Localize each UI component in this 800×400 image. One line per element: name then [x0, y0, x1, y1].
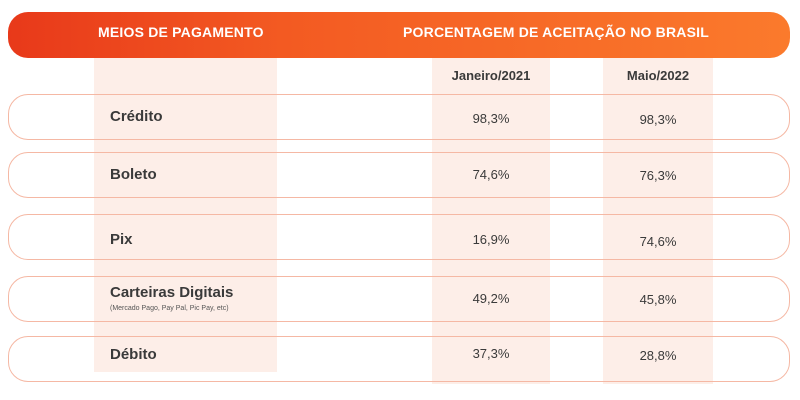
- row-label-debito: Débito: [110, 346, 157, 363]
- header-acceptance-percentage: PORCENTAGEM DE ACEITAÇÃO NO BRASIL: [403, 24, 709, 40]
- jan2021-column-highlight: [432, 58, 550, 384]
- table-row: [8, 152, 790, 198]
- cell-pix-may2022: 74,6%: [639, 234, 677, 249]
- cell-carteiras-jan2021: 49,2%: [472, 291, 510, 306]
- subheader-jan2021: Janeiro/2021: [451, 68, 531, 83]
- table-row: [8, 214, 790, 260]
- cell-boleto-may2022: 76,3%: [639, 168, 677, 183]
- table-row: [8, 94, 790, 140]
- cell-debito-may2022: 28,8%: [639, 348, 677, 363]
- table-row: [8, 336, 790, 382]
- row-label-pix: Pix: [110, 231, 133, 248]
- may2022-column-highlight: [603, 58, 713, 384]
- cell-credito-may2022: 98,3%: [639, 112, 677, 127]
- label-column-highlight: [94, 58, 277, 372]
- cell-carteiras-may2022: 45,8%: [639, 292, 677, 307]
- cell-debito-jan2021: 37,3%: [472, 346, 510, 361]
- cell-credito-jan2021: 98,3%: [472, 111, 510, 126]
- table-header-bar: [8, 12, 790, 58]
- header-payment-methods: MEIOS DE PAGAMENTO: [98, 24, 264, 40]
- subheader-may2022: Maio/2022: [626, 68, 690, 83]
- table-row: [8, 276, 790, 322]
- row-label-boleto: Boleto: [110, 166, 157, 183]
- cell-boleto-jan2021: 74,6%: [472, 167, 510, 182]
- cell-pix-jan2021: 16,9%: [472, 232, 510, 247]
- row-label-credito: Crédito: [110, 108, 163, 125]
- row-note-carteiras-digitais: (Mercado Pago, Pay Pal, Pic Pay, etc): [110, 305, 229, 312]
- row-label-carteiras-digitais: Carteiras Digitais: [110, 284, 234, 301]
